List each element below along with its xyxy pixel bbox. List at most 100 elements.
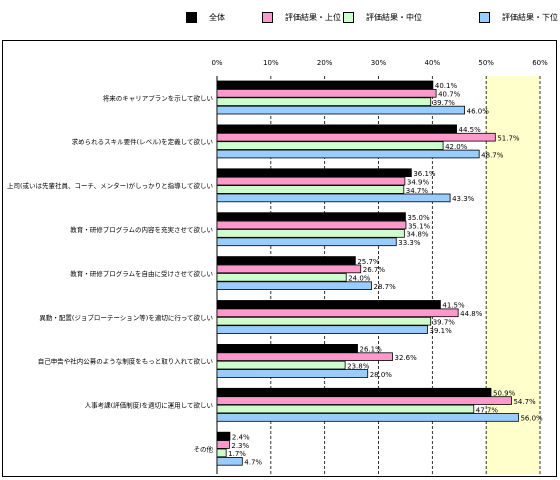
bar (216, 212, 406, 221)
data-label: 33.3% (398, 239, 421, 247)
x-tick-label: 20% (317, 59, 333, 67)
bar (216, 80, 434, 90)
data-label: 26.1% (360, 346, 383, 354)
x-tick-label: 0% (211, 59, 222, 67)
data-label: 32.6% (394, 354, 417, 362)
bar (216, 404, 475, 414)
legend-swatch (262, 11, 273, 23)
bar (216, 149, 480, 159)
legend-swatch (479, 11, 490, 23)
legend-item: 全体 (186, 10, 225, 24)
data-label: 42.0% (445, 143, 468, 151)
data-label: 50.9% (493, 390, 516, 398)
data-label: 39.1% (429, 327, 452, 335)
bar (216, 448, 227, 458)
bar (216, 256, 356, 265)
bar (216, 185, 405, 194)
bar (216, 272, 347, 282)
legend-swatch (343, 11, 354, 23)
chart-frame: 0% 10% 20% 30% 40% 50% 60% 将来のキャリアプランを示して欲しい 40.… (2, 40, 557, 477)
x-tick-label: 50% (478, 59, 494, 67)
data-label: 34.7% (406, 187, 429, 195)
category-label: 教育・研修プログラムの内容を充実させて欲しい (70, 225, 213, 234)
data-label: 51.7% (497, 135, 520, 143)
legend-item: 評価結果・下位 (479, 10, 558, 24)
category-label: 自己申告や社内公募のような制度をもっと取り入れて欲しい (38, 357, 213, 366)
data-label: 48.7% (481, 151, 504, 159)
data-label: 24.0% (348, 275, 371, 283)
bar (216, 193, 451, 203)
bar (216, 456, 243, 466)
x-tick-label: 10% (263, 59, 279, 67)
bar (216, 352, 393, 361)
bar (216, 387, 492, 397)
data-label: 46.0% (467, 107, 490, 115)
bar (216, 325, 428, 334)
legend-item: 評価結果・中位 (343, 10, 422, 24)
legend-label: 評価結果・上位 (285, 12, 341, 22)
x-tick-label: 40% (425, 59, 441, 67)
bar (216, 237, 397, 247)
data-label: 41.5% (442, 302, 465, 310)
bar (216, 300, 441, 309)
legend-item: 評価結果・上位 (262, 10, 341, 24)
bar (216, 440, 230, 449)
x-tick-label: 30% (371, 59, 387, 67)
legend: 全体 評価結果・上位 評価結果・中位 評価結果・下位 (0, 0, 560, 32)
data-label: 28.7% (374, 283, 397, 291)
bar-chart: 0% 10% 20% 30% 40% 50% 60% 将来のキャリアプランを示して欲しい 40.… (7, 59, 548, 474)
bar (216, 308, 459, 318)
data-label: 25.7% (357, 258, 380, 266)
bar (216, 220, 407, 230)
bar (216, 369, 369, 378)
category-label: 上司(或いは先輩社員、コーチ、メンター)がしっかりと指導して欲しい (7, 181, 213, 190)
bar (216, 343, 358, 353)
category-label: 人事考課(評価制度)を適切に運用して欲しい (85, 401, 213, 410)
bar (216, 413, 519, 422)
data-label: 4.7% (244, 459, 262, 467)
bar (216, 132, 496, 142)
data-label: 2.4% (232, 433, 250, 441)
bar (216, 97, 432, 106)
legend-label: 評価結果・下位 (502, 12, 558, 22)
category-label: 教育・研修プログラムを自由に受けさせて欲しい (70, 269, 213, 278)
legend-label: 全体 (209, 12, 225, 22)
data-label: 1.7% (228, 450, 246, 458)
data-label: 26.7% (363, 266, 386, 274)
category-label: 求められるスキル要件(レベル)を定義して欲しい (72, 137, 213, 146)
bar (216, 89, 437, 98)
bar (216, 360, 346, 370)
category-label: 異動・配置(ジョブローテーション等)を適切に行って欲しい (39, 313, 213, 322)
data-label: 44.8% (460, 310, 483, 318)
data-label: 44.5% (459, 126, 482, 134)
data-label: 23.8% (347, 362, 370, 370)
data-label: 36.1% (413, 170, 436, 178)
bar (216, 264, 362, 274)
data-label: 40.7% (438, 91, 461, 99)
bar (216, 168, 412, 178)
bar (216, 431, 231, 441)
bar (216, 229, 405, 238)
legend-swatch (186, 11, 197, 23)
bar (216, 281, 372, 291)
bar (216, 316, 432, 326)
data-label: 34.9% (407, 178, 430, 186)
data-label: 28.0% (370, 371, 393, 379)
bar (216, 176, 406, 186)
data-label: 43.3% (452, 195, 475, 203)
data-label: 39.7% (433, 99, 456, 107)
legend-label: 評価結果・中位 (366, 12, 422, 22)
bar (216, 396, 512, 405)
data-label: 56.0% (520, 415, 543, 423)
data-label: 39.7% (433, 319, 456, 327)
data-label: 47.7% (476, 406, 499, 414)
data-label: 2.3% (231, 442, 249, 450)
data-label: 35.1% (408, 222, 431, 230)
x-tick-label: 60% (532, 59, 548, 67)
data-label: 34.8% (406, 231, 429, 239)
highlight-band (486, 76, 540, 474)
category-label: 将来のキャリアプランを示して欲しい (103, 93, 213, 102)
data-label: 54.7% (513, 398, 536, 406)
data-label: 35.0% (407, 214, 430, 222)
bar (216, 124, 457, 134)
